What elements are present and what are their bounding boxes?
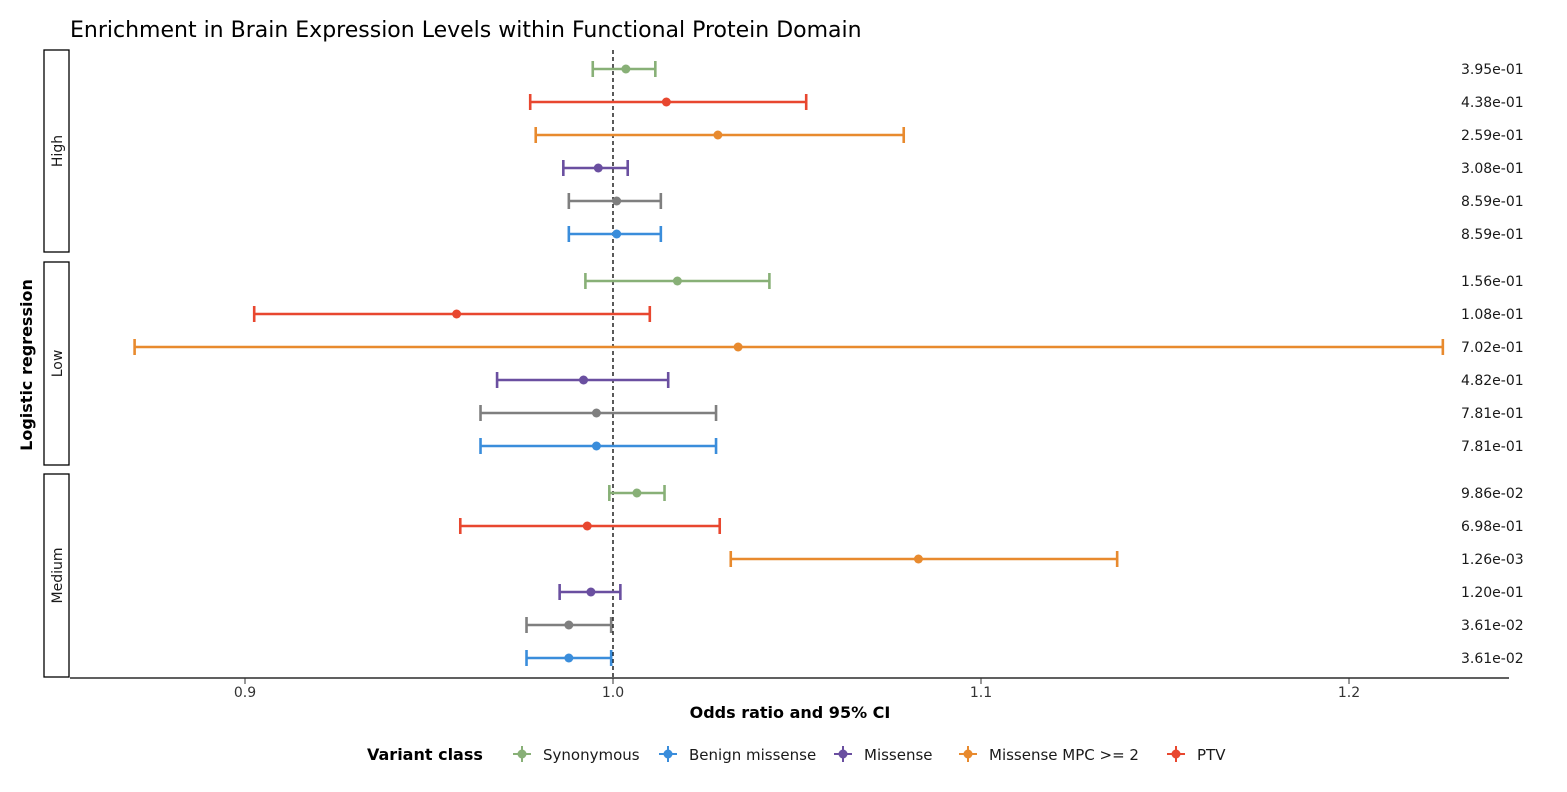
y-axis-title: Logistic regression	[17, 279, 36, 451]
facet-strip-box	[43, 49, 70, 253]
facet-strips: High Low Medium	[43, 49, 70, 678]
point-estimate	[579, 375, 589, 385]
p-value-label: 1.08e-01	[1461, 307, 1524, 323]
ci-row	[252, 306, 652, 322]
legend-key-point	[1171, 749, 1181, 759]
legend-item: Synonymous	[513, 746, 640, 764]
p-value-label: 3.61e-02	[1461, 618, 1524, 634]
point-estimate	[621, 64, 631, 74]
x-tick-label: 1.2	[1338, 685, 1360, 701]
x-tick-label: 1.0	[602, 685, 624, 701]
x-axis-ticks: 0.9 1.0 1.1 1.2	[234, 678, 1360, 701]
ci-row	[133, 339, 1445, 355]
point-estimate	[913, 554, 923, 564]
legend-key-point	[963, 749, 973, 759]
ci-row	[584, 273, 771, 289]
x-tick-label: 1.1	[970, 685, 992, 701]
p-value-label: 6.98e-01	[1461, 519, 1524, 535]
legend-key-point	[663, 749, 673, 759]
ci-row	[729, 551, 1119, 567]
ci-row	[479, 438, 718, 454]
p-value-label: 3.08e-01	[1461, 161, 1524, 177]
facet-strip-label: Medium	[50, 548, 66, 604]
legend-label: Missense	[864, 746, 933, 764]
ci-row	[534, 127, 906, 143]
chart-title: Enrichment in Brain Expression Levels wi…	[70, 18, 862, 43]
legend-key-point	[517, 749, 527, 759]
facet-strip-box	[43, 473, 70, 678]
p-value-label: 2.59e-01	[1461, 128, 1524, 144]
point-estimate	[612, 196, 622, 206]
x-tick-label: 0.9	[234, 685, 256, 701]
legend-label: PTV	[1197, 746, 1226, 764]
point-estimate	[591, 408, 601, 418]
p-value-label: 7.02e-01	[1461, 340, 1524, 356]
ci-row	[608, 485, 666, 501]
p-value-labels: 3.95e-01 4.38e-01 2.59e-01 3.08e-01 8.59e-01…	[1461, 62, 1524, 667]
point-estimate	[672, 276, 682, 286]
p-value-label: 7.81e-01	[1461, 406, 1524, 422]
ci-row	[562, 160, 630, 176]
point-estimate	[632, 488, 642, 498]
point-estimate	[452, 309, 462, 319]
point-estimate	[612, 229, 622, 239]
p-value-label: 3.95e-01	[1461, 62, 1524, 78]
p-value-label: 7.81e-01	[1461, 439, 1524, 455]
point-estimate	[593, 163, 603, 173]
legend-label: Missense MPC >= 2	[989, 746, 1139, 764]
facet-strip-label: High	[50, 135, 66, 167]
p-value-label: 1.26e-03	[1461, 552, 1524, 568]
x-axis-title: Odds ratio and 95% CI	[690, 703, 891, 722]
point-estimate	[733, 342, 743, 352]
point-estimate	[564, 620, 574, 630]
ci-row	[591, 61, 657, 77]
ci-row	[567, 193, 663, 209]
p-value-label: 9.86e-02	[1461, 486, 1524, 502]
ci-row	[525, 617, 613, 633]
p-value-label: 4.38e-01	[1461, 95, 1524, 111]
legend-item: PTV	[1167, 746, 1226, 764]
point-estimate	[586, 587, 596, 597]
p-value-label: 8.59e-01	[1461, 227, 1524, 243]
point-estimate	[713, 130, 723, 140]
p-value-label: 1.20e-01	[1461, 585, 1524, 601]
legend-title: Variant class	[367, 745, 483, 764]
legend-item: Missense MPC >= 2	[959, 746, 1139, 764]
legend: Variant class Synonymous Benign missense M…	[367, 745, 1226, 764]
p-value-label: 4.82e-01	[1461, 373, 1524, 389]
p-value-label: 8.59e-01	[1461, 194, 1524, 210]
ci-row	[479, 405, 718, 421]
ci-row	[495, 372, 670, 388]
legend-item: Benign missense	[659, 746, 816, 764]
ci-row	[525, 650, 613, 666]
point-estimate	[591, 441, 601, 451]
point-estimate	[661, 97, 671, 107]
ci-row	[558, 584, 622, 600]
ci-row	[528, 94, 808, 110]
legend-label: Benign missense	[689, 746, 816, 764]
p-value-label: 3.61e-02	[1461, 651, 1524, 667]
legend-key-point	[838, 749, 848, 759]
p-value-label: 1.56e-01	[1461, 274, 1524, 290]
ci-row	[567, 226, 663, 242]
point-estimate	[582, 521, 592, 531]
legend-label: Synonymous	[543, 746, 640, 764]
legend-item: Missense	[834, 746, 933, 764]
point-estimate	[564, 653, 574, 663]
ci-row	[458, 518, 722, 534]
chart-marks	[133, 61, 1445, 666]
facet-strip-label: Low	[50, 350, 66, 378]
facet-strip-box	[43, 261, 70, 466]
